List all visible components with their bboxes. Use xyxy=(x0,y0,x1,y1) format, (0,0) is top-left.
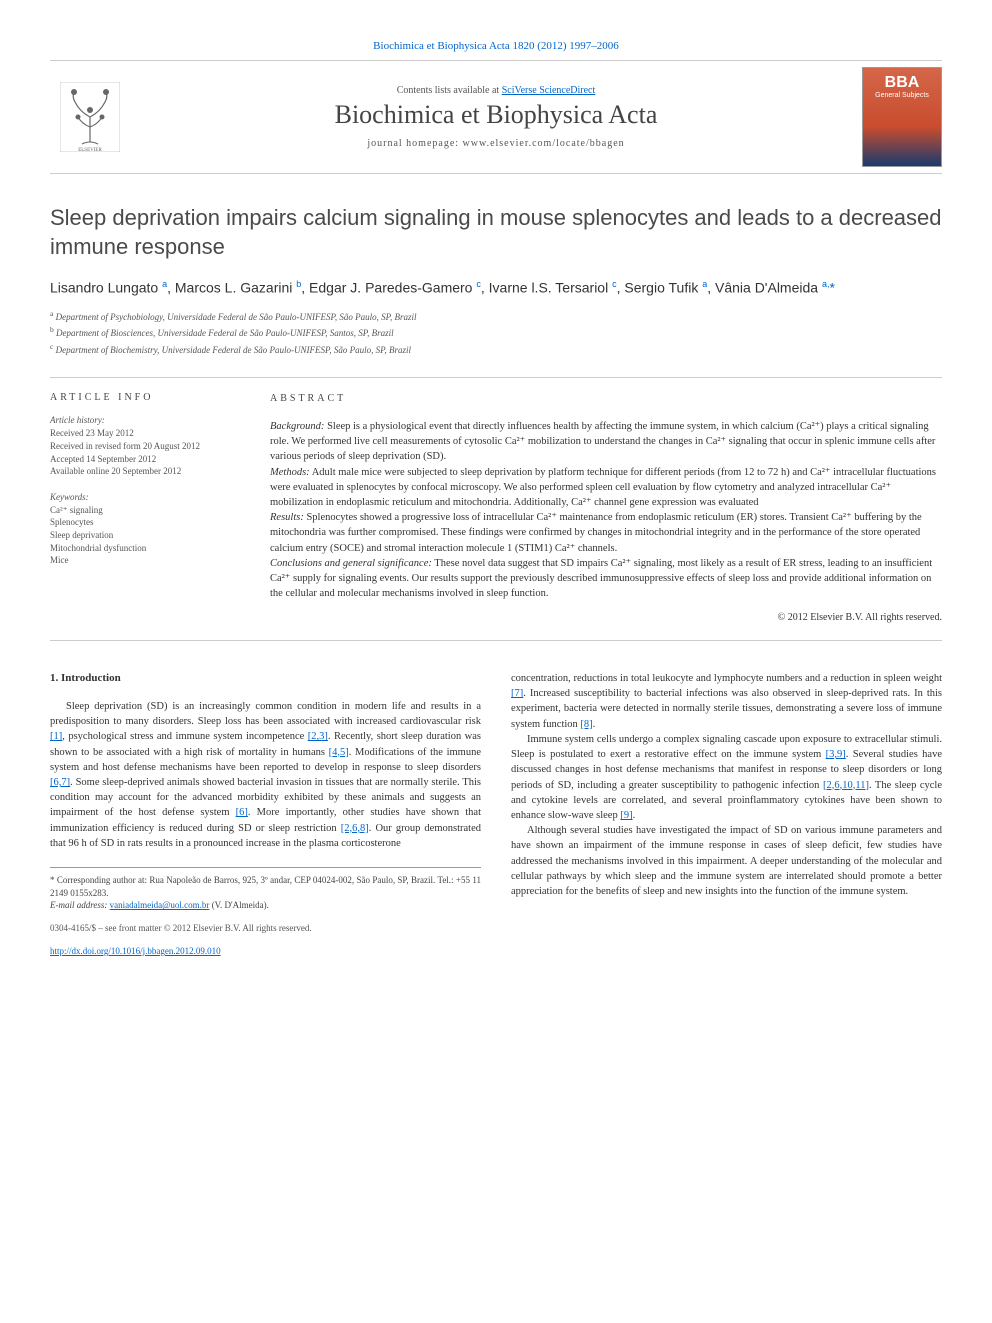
abstract-heading: ABSTRACT xyxy=(270,392,942,407)
intro-para-1-cont: concentration, reductions in total leuko… xyxy=(511,671,942,732)
publisher-logo: ELSEVIER xyxy=(50,77,130,157)
history-accepted: Accepted 14 September 2012 xyxy=(50,453,234,466)
left-column: 1. Introduction Sleep deprivation (SD) i… xyxy=(50,671,481,958)
affiliation-b: b Department of Biosciences, Universidad… xyxy=(50,324,942,341)
history-received: Received 23 May 2012 xyxy=(50,427,234,440)
sciencedirect-link[interactable]: SciVerse ScienceDirect xyxy=(502,85,596,96)
corresponding-author-footnote: * Corresponding author at: Rua Napoleão … xyxy=(50,867,481,912)
abstract-results: Results: Splenocytes showed a progressiv… xyxy=(270,510,942,556)
intro-para-3: Although several studies have investigat… xyxy=(511,823,942,899)
affiliation-a: a Department of Psychobiology, Universid… xyxy=(50,308,942,325)
abstract-methods: Methods: Adult male mice were subjected … xyxy=(270,465,942,511)
corresponding-email-link[interactable]: vaniadalmeida@uol.com.br xyxy=(110,900,210,910)
header-citation: Biochimica et Biophysica Acta 1820 (2012… xyxy=(50,40,942,52)
article-info-panel: ARTICLE INFO Article history: Received 2… xyxy=(50,378,250,640)
contents-available: Contents lists available at SciVerse Sci… xyxy=(130,85,862,96)
history-heading: Article history: xyxy=(50,415,234,425)
elsevier-tree-icon: ELSEVIER xyxy=(60,82,120,152)
keyword: Mitochondrial dysfunction xyxy=(50,542,234,555)
abstract-copyright: © 2012 Elsevier B.V. All rights reserved… xyxy=(270,611,942,626)
affiliation-c: c Department of Biochemistry, Universida… xyxy=(50,341,942,358)
affiliations: a Department of Psychobiology, Universid… xyxy=(50,308,942,358)
abstract-background: Background: Sleep is a physiological eve… xyxy=(270,419,942,465)
keywords-heading: Keywords: xyxy=(50,492,234,502)
issn-copyright: 0304-4165/$ – see front matter © 2012 El… xyxy=(50,922,481,935)
keyword: Sleep deprivation xyxy=(50,529,234,542)
article-title: Sleep deprivation impairs calcium signal… xyxy=(50,204,942,261)
journal-name: Biochimica et Biophysica Acta xyxy=(130,100,862,130)
keyword: Splenocytes xyxy=(50,516,234,529)
svg-text:ELSEVIER: ELSEVIER xyxy=(78,148,102,152)
intro-para-1: Sleep deprivation (SD) is an increasingl… xyxy=(50,699,481,851)
introduction-heading: 1. Introduction xyxy=(50,671,481,687)
author-list: Lisandro Lungato a, Marcos L. Gazarini b… xyxy=(50,279,942,296)
abstract-conclusions: Conclusions and general significance: Th… xyxy=(270,556,942,602)
body-text: 1. Introduction Sleep deprivation (SD) i… xyxy=(50,671,942,958)
history-revised: Received in revised form 20 August 2012 xyxy=(50,440,234,453)
keyword: Ca²⁺ signaling xyxy=(50,504,234,517)
abstract-panel: ABSTRACT Background: Sleep is a physiolo… xyxy=(250,378,942,640)
article-info-heading: ARTICLE INFO xyxy=(50,392,234,403)
right-column: concentration, reductions in total leuko… xyxy=(511,671,942,958)
history-online: Available online 20 September 2012 xyxy=(50,465,234,478)
doi-link[interactable]: http://dx.doi.org/10.1016/j.bbagen.2012.… xyxy=(50,946,221,956)
journal-homepage: journal homepage: www.elsevier.com/locat… xyxy=(130,138,862,149)
intro-para-2: Immune system cells undergo a complex si… xyxy=(511,732,942,823)
journal-banner: ELSEVIER Contents lists available at Sci… xyxy=(50,60,942,174)
journal-cover-thumbnail: BBA General Subjects xyxy=(862,67,942,167)
keyword: Mice xyxy=(50,554,234,567)
